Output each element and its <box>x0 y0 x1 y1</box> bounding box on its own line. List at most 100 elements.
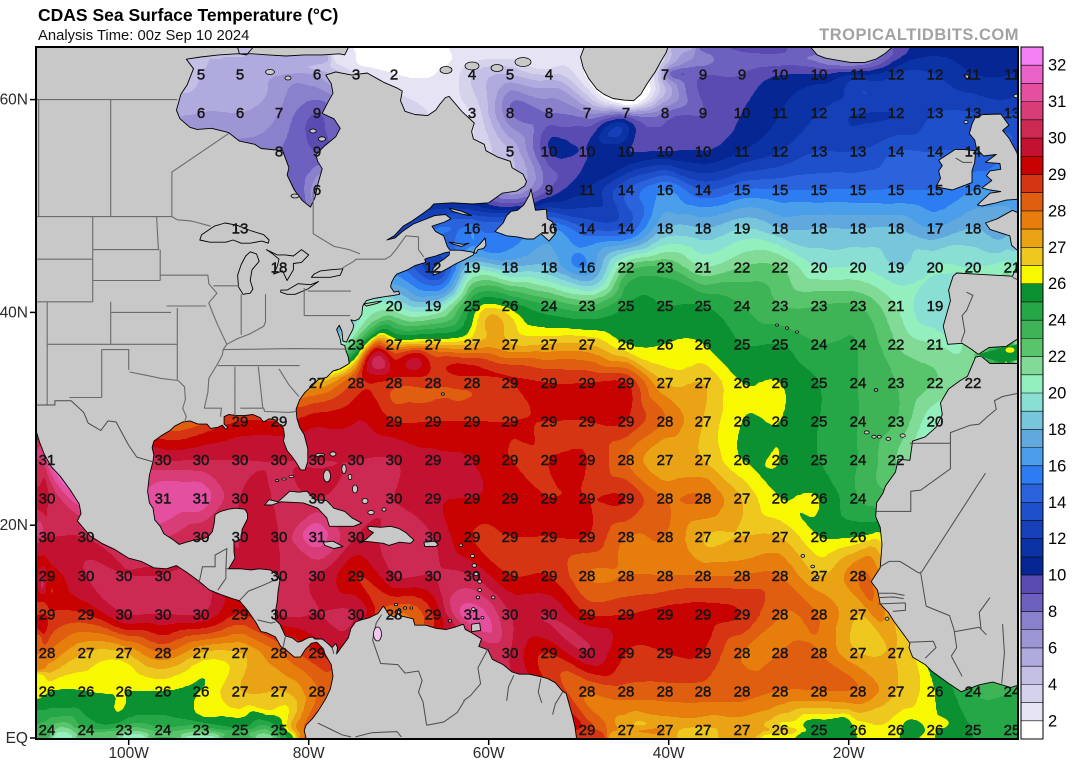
svg-text:3: 3 <box>352 67 360 84</box>
svg-text:29: 29 <box>541 645 558 662</box>
svg-text:28: 28 <box>850 684 867 701</box>
svg-text:27: 27 <box>579 336 596 353</box>
svg-text:29: 29 <box>579 606 596 623</box>
svg-text:29: 29 <box>657 645 674 662</box>
svg-text:9: 9 <box>699 105 707 122</box>
svg-text:26: 26 <box>811 491 828 508</box>
svg-text:27: 27 <box>1048 239 1066 257</box>
svg-text:10: 10 <box>657 144 674 161</box>
svg-text:28: 28 <box>618 529 635 546</box>
svg-text:15: 15 <box>811 182 828 199</box>
svg-text:8: 8 <box>661 105 669 122</box>
svg-text:28: 28 <box>155 645 172 662</box>
svg-text:28: 28 <box>657 414 674 431</box>
svg-text:26: 26 <box>155 684 172 701</box>
svg-text:19: 19 <box>425 298 442 315</box>
svg-text:28: 28 <box>734 684 751 701</box>
svg-text:26: 26 <box>78 684 95 701</box>
svg-text:2: 2 <box>1048 712 1057 730</box>
svg-text:12: 12 <box>888 67 905 84</box>
svg-text:19: 19 <box>927 298 944 315</box>
svg-text:31: 31 <box>155 491 172 508</box>
svg-text:29: 29 <box>734 606 751 623</box>
svg-text:25: 25 <box>811 452 828 469</box>
svg-text:20: 20 <box>1048 385 1066 403</box>
svg-text:16: 16 <box>579 259 596 276</box>
svg-text:24: 24 <box>850 336 867 353</box>
svg-text:29: 29 <box>695 606 712 623</box>
svg-text:26: 26 <box>772 414 789 431</box>
svg-text:25: 25 <box>695 298 712 315</box>
svg-text:28: 28 <box>657 491 674 508</box>
svg-text:10: 10 <box>579 144 596 161</box>
svg-text:10: 10 <box>541 144 558 161</box>
svg-text:4: 4 <box>545 67 553 84</box>
svg-text:9: 9 <box>738 67 746 84</box>
svg-text:22: 22 <box>927 375 944 392</box>
svg-text:12: 12 <box>811 105 828 122</box>
svg-text:28: 28 <box>734 568 751 585</box>
svg-text:29: 29 <box>541 375 558 392</box>
svg-text:15: 15 <box>927 182 944 199</box>
svg-text:8: 8 <box>1048 603 1057 621</box>
svg-text:29: 29 <box>39 568 56 585</box>
svg-text:26: 26 <box>772 452 789 469</box>
svg-text:31: 31 <box>39 452 56 469</box>
svg-text:23: 23 <box>811 298 828 315</box>
svg-text:20: 20 <box>386 298 403 315</box>
svg-text:20: 20 <box>927 259 944 276</box>
svg-text:18: 18 <box>888 221 905 238</box>
svg-text:31: 31 <box>464 606 481 623</box>
svg-text:28: 28 <box>695 568 712 585</box>
svg-text:30: 30 <box>271 452 288 469</box>
svg-text:20: 20 <box>850 259 867 276</box>
svg-text:29: 29 <box>232 606 249 623</box>
svg-text:27: 27 <box>193 645 210 662</box>
svg-text:25: 25 <box>271 722 288 739</box>
svg-text:16: 16 <box>541 221 558 238</box>
svg-text:27: 27 <box>850 645 867 662</box>
svg-text:29: 29 <box>464 452 481 469</box>
svg-text:27: 27 <box>116 645 133 662</box>
svg-text:7: 7 <box>622 105 630 122</box>
svg-text:28: 28 <box>811 606 828 623</box>
svg-text:29: 29 <box>309 645 326 662</box>
svg-text:28: 28 <box>271 645 288 662</box>
svg-text:14: 14 <box>695 182 712 199</box>
svg-text:8: 8 <box>545 105 553 122</box>
svg-text:29: 29 <box>502 452 519 469</box>
svg-text:31: 31 <box>193 491 210 508</box>
svg-text:27: 27 <box>657 452 674 469</box>
svg-text:31: 31 <box>1048 93 1066 111</box>
svg-text:30: 30 <box>309 491 326 508</box>
svg-text:11: 11 <box>850 67 866 84</box>
svg-text:25: 25 <box>657 298 674 315</box>
svg-text:23: 23 <box>657 259 674 276</box>
svg-text:30: 30 <box>193 606 210 623</box>
svg-text:15: 15 <box>850 182 867 199</box>
svg-text:40N: 40N <box>0 304 28 321</box>
svg-text:11: 11 <box>965 67 981 84</box>
svg-text:27: 27 <box>541 336 558 353</box>
svg-text:TROPICALTIDBITS.COM: TROPICALTIDBITS.COM <box>819 26 1019 44</box>
svg-text:14: 14 <box>618 221 635 238</box>
svg-text:15: 15 <box>734 182 751 199</box>
svg-text:27: 27 <box>271 684 288 701</box>
svg-text:28: 28 <box>579 568 596 585</box>
svg-text:30: 30 <box>193 452 210 469</box>
svg-text:28: 28 <box>618 684 635 701</box>
svg-text:30: 30 <box>348 452 365 469</box>
svg-text:27: 27 <box>734 491 751 508</box>
svg-text:30: 30 <box>39 529 56 546</box>
svg-text:15: 15 <box>888 182 905 199</box>
svg-text:30: 30 <box>348 529 365 546</box>
svg-text:28: 28 <box>772 645 789 662</box>
svg-text:10: 10 <box>772 67 789 84</box>
svg-text:10: 10 <box>734 105 751 122</box>
svg-text:60N: 60N <box>0 92 28 109</box>
svg-text:29: 29 <box>618 414 635 431</box>
svg-text:20N: 20N <box>0 517 28 534</box>
svg-text:6: 6 <box>197 105 205 122</box>
svg-text:12: 12 <box>772 144 789 161</box>
svg-text:24: 24 <box>155 722 172 739</box>
